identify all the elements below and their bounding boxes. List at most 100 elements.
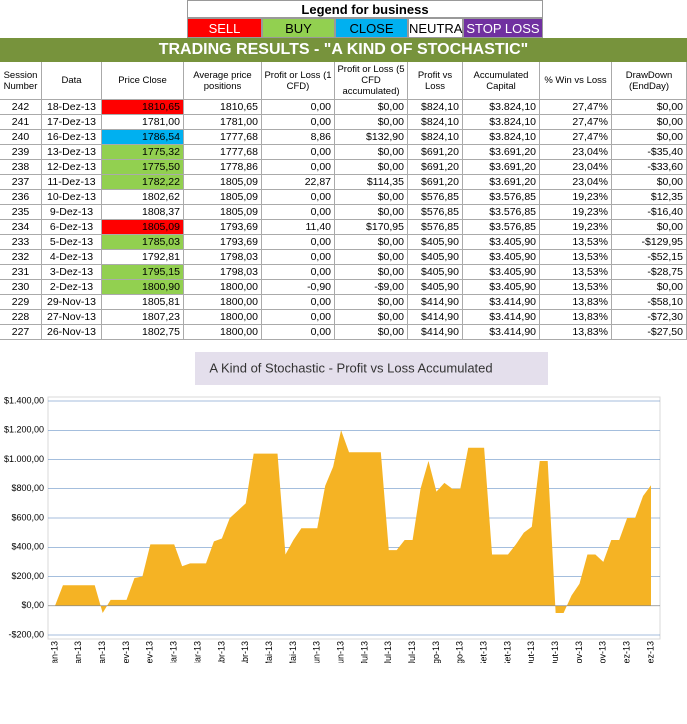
- table-cell: 228: [0, 310, 42, 325]
- y-tick-label: $1.200,00: [4, 425, 44, 435]
- column-header: Session Number: [0, 62, 42, 100]
- table-cell: 1808,37: [102, 205, 184, 220]
- table-cell: $0,00: [335, 100, 408, 115]
- table-cell: 1778,86: [184, 160, 262, 175]
- column-header: DrawDown (EndDay): [612, 62, 687, 100]
- table-cell: $824,10: [408, 130, 463, 145]
- table-cell: 0,00: [262, 145, 335, 160]
- table-cell: $0,00: [335, 235, 408, 250]
- table-cell: $0,00: [335, 145, 408, 160]
- table-cell: 2-Dez-13: [42, 280, 102, 295]
- table-cell: $3.405,90: [463, 280, 540, 295]
- table-cell: 0,00: [262, 205, 335, 220]
- table-cell: 0,00: [262, 190, 335, 205]
- table-cell: 13,83%: [540, 295, 612, 310]
- x-tick-label: 4-Dez-13: [622, 641, 632, 663]
- table-cell: 1786,54: [102, 130, 184, 145]
- table-cell: 1781,00: [102, 115, 184, 130]
- y-tick-label: $1.000,00: [4, 454, 44, 464]
- column-header: Profit vs Loss: [408, 62, 463, 100]
- table-cell: 11-Dez-13: [42, 175, 102, 190]
- table-cell: $414,90: [408, 325, 463, 340]
- table-cell: 29-Nov-13: [42, 295, 102, 310]
- table-cell: -$33,60: [612, 160, 687, 175]
- table-cell: $3.691,20: [463, 145, 540, 160]
- legend-item: BUY: [262, 18, 335, 38]
- table-cell: $0,00: [335, 250, 408, 265]
- table-cell: 1798,03: [184, 250, 262, 265]
- table-cell: -0,90: [262, 280, 335, 295]
- table-cell: $3.824,10: [463, 130, 540, 145]
- column-header: Profit or Loss (1 CFD): [262, 62, 335, 100]
- table-cell: $576,85: [408, 190, 463, 205]
- x-tick-label: 24-Abr-13: [240, 641, 250, 663]
- table-cell: 240: [0, 130, 42, 145]
- table-cell: 0,00: [262, 325, 335, 340]
- legend-item: STOP LOSS: [463, 18, 543, 38]
- x-tick-label: 8-Mai-13: [264, 641, 274, 663]
- table-cell: 13,83%: [540, 310, 612, 325]
- table-cell: 19,23%: [540, 205, 612, 220]
- table-cell: 236: [0, 190, 42, 205]
- table-cell: -$28,75: [612, 265, 687, 280]
- x-tick-label: 9-Out-13: [526, 641, 536, 663]
- table-cell: $3.414,90: [463, 295, 540, 310]
- table-cell: 1800,00: [184, 280, 262, 295]
- table-cell: 19,23%: [540, 220, 612, 235]
- table-cell: $3.405,90: [463, 250, 540, 265]
- table-cell: 26-Nov-13: [42, 325, 102, 340]
- y-tick-label: $400,00: [11, 542, 44, 552]
- table-cell: $3.824,10: [463, 115, 540, 130]
- table-cell: $3.414,90: [463, 310, 540, 325]
- table-cell: $3.414,90: [463, 325, 540, 340]
- table-cell: $0,00: [335, 115, 408, 130]
- x-tick-label: 13-Mar-13: [169, 641, 179, 663]
- legend-title: Legend for business: [187, 0, 543, 18]
- table-cell: $170,95: [335, 220, 408, 235]
- table-cell: $3.576,85: [463, 205, 540, 220]
- table-cell: 13,53%: [540, 235, 612, 250]
- x-tick-label: 11-Set-13: [478, 641, 488, 663]
- table-cell: 1775,32: [102, 145, 184, 160]
- table-cell: 13,83%: [540, 325, 612, 340]
- table-cell: 1800,00: [184, 295, 262, 310]
- table-cell: $414,90: [408, 295, 463, 310]
- table-cell: 27,47%: [540, 130, 612, 145]
- x-tick-label: 20-Nov-13: [598, 641, 608, 663]
- column-header: Accumulated Capital: [463, 62, 540, 100]
- table-cell: $3.576,85: [463, 190, 540, 205]
- column-header: % Win vs Loss: [540, 62, 612, 100]
- column-header: Data: [42, 62, 102, 100]
- table-cell: 0,00: [262, 265, 335, 280]
- x-tick-label: 27-Mar-13: [192, 641, 202, 663]
- y-tick-label: $200,00: [11, 571, 44, 581]
- table-cell: 13,53%: [540, 280, 612, 295]
- table-cell: 0,00: [262, 100, 335, 115]
- table-cell: $576,85: [408, 205, 463, 220]
- table-cell: $405,90: [408, 235, 463, 250]
- table-cell: 1805,09: [184, 190, 262, 205]
- table-cell: 22,87: [262, 175, 335, 190]
- column-header: Price Close: [102, 62, 184, 100]
- x-tick-label: 16-Jan-13: [73, 641, 83, 663]
- table-cell: 231: [0, 265, 42, 280]
- x-tick-label: 3-Jul-13: [359, 641, 369, 663]
- table-cell: 27,47%: [540, 100, 612, 115]
- table-cell: 27-Nov-13: [42, 310, 102, 325]
- table-cell: $0,00: [335, 325, 408, 340]
- table-cell: $12,35: [612, 190, 687, 205]
- table-cell: 8,86: [262, 130, 335, 145]
- table-cell: -$72,30: [612, 310, 687, 325]
- table-cell: 12-Dez-13: [42, 160, 102, 175]
- table-cell: $0,00: [335, 310, 408, 325]
- table-cell: $3.691,20: [463, 160, 540, 175]
- table-cell: 13,53%: [540, 250, 612, 265]
- table-cell: 1805,09: [184, 175, 262, 190]
- table-cell: 233: [0, 235, 42, 250]
- table-cell: 1793,69: [184, 220, 262, 235]
- table-title: TRADING RESULTS - "A KIND OF STOCHASTIC": [0, 38, 687, 62]
- chart: A Kind of Stochastic - Profit vs Loss Ac…: [4, 352, 661, 663]
- table-cell: $3.824,10: [463, 100, 540, 115]
- chart-title: A Kind of Stochastic - Profit vs Loss Ac…: [209, 360, 492, 375]
